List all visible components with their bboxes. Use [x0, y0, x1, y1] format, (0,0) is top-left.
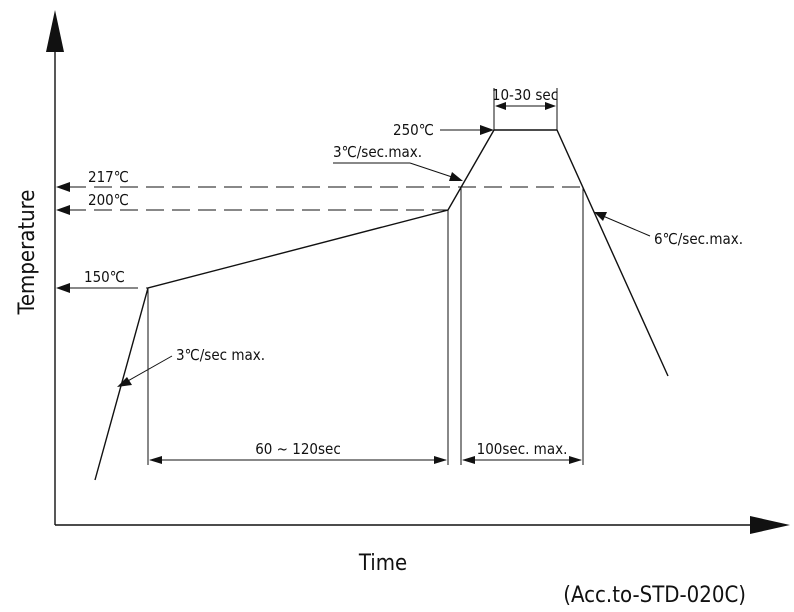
peak-dim-right-arrow: [545, 102, 556, 110]
ramp-up-1-label: 3℃/sec max.: [176, 346, 265, 364]
peak-hold-label: 10-30 sec: [492, 86, 558, 104]
soak-duration-label: 60 ~ 120sec: [255, 440, 341, 458]
ramp-up-2-label: 3℃/sec.max.: [333, 143, 422, 161]
peak-temp-label: 250℃: [393, 121, 434, 139]
liquidus-dim-left-arrow: [462, 456, 475, 464]
ramp-up-1-leader: [125, 355, 173, 383]
liquidus-arrowhead: [56, 182, 70, 192]
ramp-up-2-arrowhead: [449, 172, 463, 181]
ramp-down-leader: [602, 215, 651, 237]
peak-leader-arrowhead: [480, 125, 494, 135]
standard-footnote: (Acc.to-STD-020C): [563, 583, 746, 608]
ramp-down-arrowhead: [594, 212, 607, 221]
temperature-reference-lines: [56, 182, 585, 293]
peak-dim-left-arrow: [495, 102, 506, 110]
soak-dim-right-arrow: [434, 456, 447, 464]
ramp-up-1-arrowhead: [117, 377, 132, 387]
x-axis-title: Time: [358, 551, 407, 576]
temperature-profile-curve: [94, 129, 669, 481]
liquidus-dim-right-arrow: [569, 456, 582, 464]
y-axis-title: Temperature: [15, 190, 40, 316]
soak-min-temp-label: 150℃: [84, 268, 125, 286]
rate-annotations: 3℃/sec max. 3℃/sec.max. 6℃/sec.max.: [117, 143, 743, 387]
y-axis-arrowhead: [46, 10, 64, 52]
ramp-up-2-leader-diag: [409, 162, 453, 178]
soak-max-arrowhead: [56, 205, 70, 215]
liquidus-temp-label: 217℃: [88, 168, 129, 186]
soak-duration-dimension: 60 ~ 120sec: [149, 440, 447, 464]
soak-max-temp-label: 200℃: [88, 191, 129, 209]
axes: [46, 10, 790, 534]
soak-dim-left-arrow: [149, 456, 162, 464]
extension-lines: [147, 88, 584, 465]
peak-hold-dimension: 10-30 sec: [492, 86, 558, 110]
x-axis-arrowhead: [750, 516, 790, 534]
soak-min-arrowhead: [56, 283, 70, 293]
ramp-down-label: 6℃/sec.max.: [654, 230, 743, 248]
above-liquidus-label: 100sec. max.: [477, 440, 568, 458]
above-liquidus-dimension: 100sec. max.: [462, 440, 582, 464]
